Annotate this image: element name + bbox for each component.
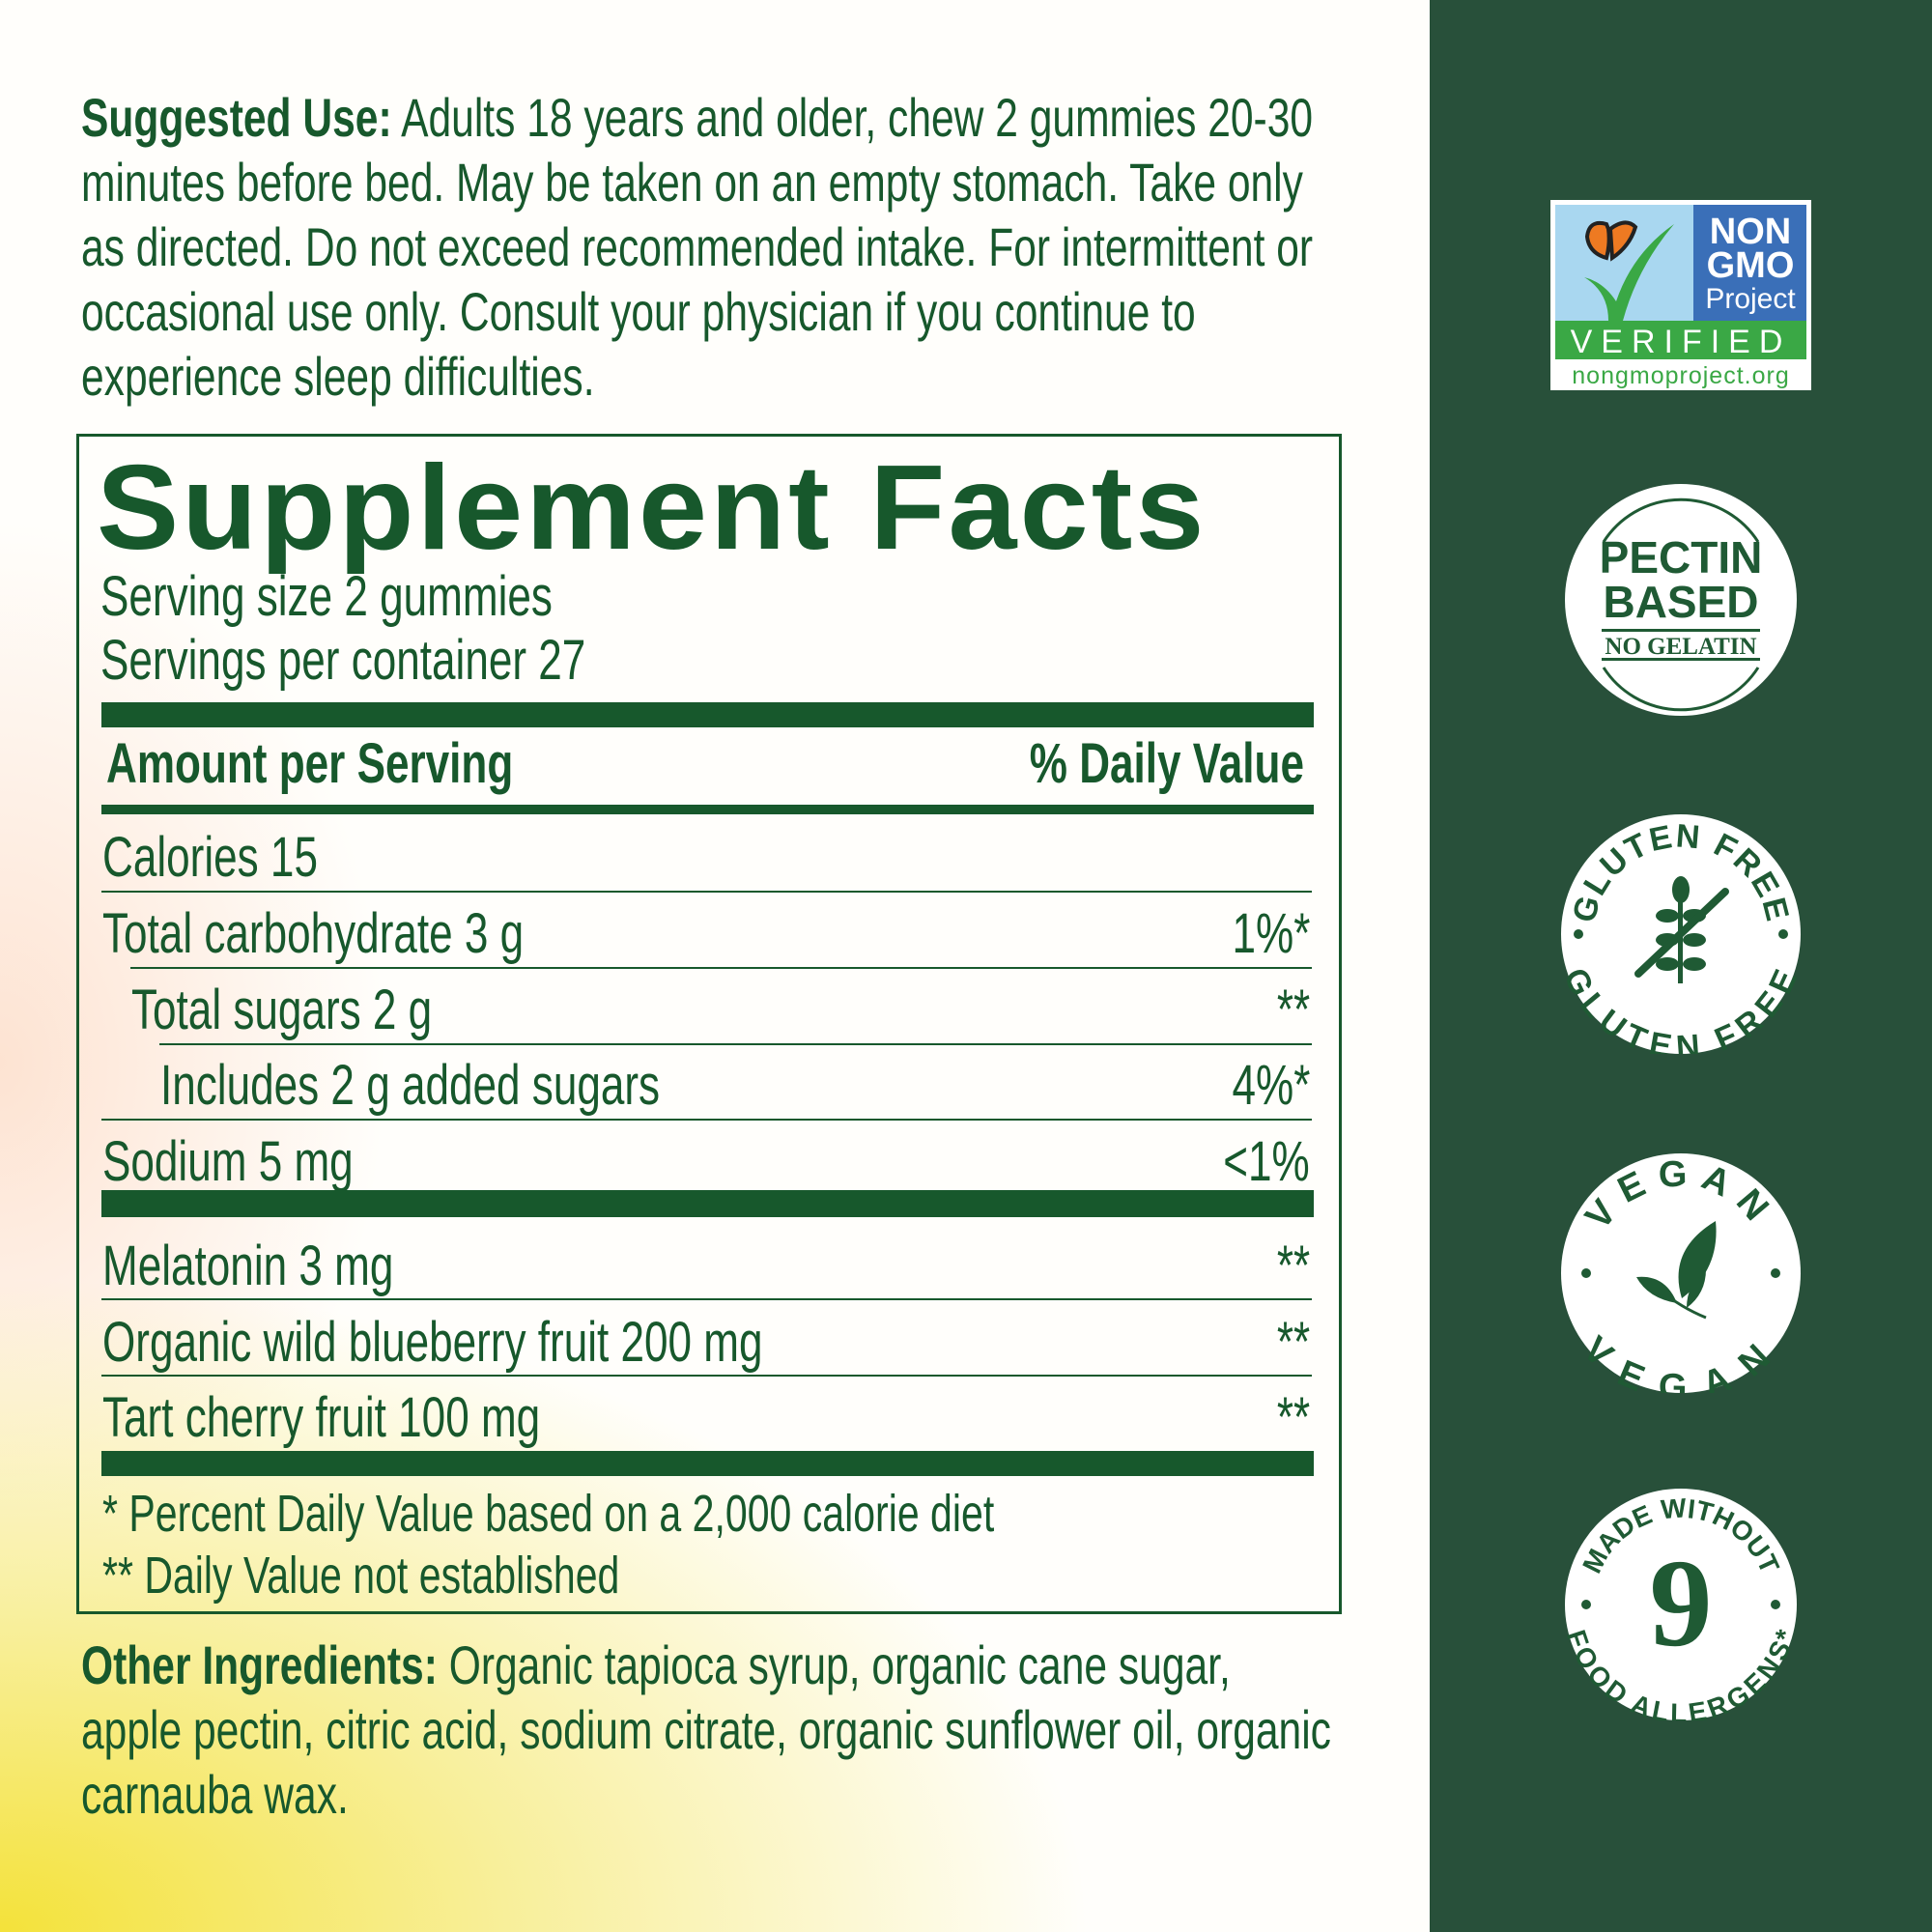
row-divider	[101, 1375, 1312, 1377]
daily-value: **	[1276, 1311, 1310, 1374]
suggested-use-line: occasional use only. Consult your physic…	[81, 281, 1196, 342]
wheat-crossed-icon	[1634, 876, 1729, 983]
servings-per-container: Servings per container 27	[100, 629, 586, 692]
non-gmo-verified-badge: NON GMO Project VERIFIED nongmoproject.o…	[1550, 200, 1811, 390]
footnote: ** Daily Value not established	[102, 1547, 620, 1605]
checkmark-icon	[1584, 224, 1674, 321]
facts-row: Calories 15	[102, 826, 1310, 890]
svg-text:BASED: BASED	[1603, 577, 1758, 627]
nutrient-label: Total carbohydrate 3 g	[102, 902, 525, 965]
facts-row: Total sugars 2 g **	[102, 979, 1310, 1042]
suggested-use-label: Suggested Use:	[81, 87, 392, 148]
vegan-badge: VEGAN VEGAN	[1561, 1153, 1801, 1393]
allergen-free-badge: MADE WITHOUT FOOD ALLERGENS* 9	[1565, 1489, 1797, 1720]
row-divider	[101, 1298, 1312, 1300]
supplement-facts-title: Supplement Facts	[97, 441, 1208, 575]
footnote: * Percent Daily Value based on a 2,000 c…	[102, 1485, 995, 1543]
nongmo-text: GMO	[1707, 245, 1795, 286]
leaf-icon	[1636, 1221, 1717, 1320]
row-divider	[130, 967, 1312, 969]
gluten-free-badge: GLUTEN FREE GLUTEN FREE	[1561, 814, 1801, 1054]
facts-row: Total carbohydrate 3 g 1%*	[102, 902, 1310, 966]
thick-divider	[101, 702, 1314, 727]
ingredients-line: apple pectin, citric acid, sodium citrat…	[81, 1699, 1331, 1760]
nongmo-url: nongmoproject.org	[1572, 362, 1789, 389]
row-divider	[159, 1043, 1312, 1045]
label-panel	[0, 0, 1430, 1932]
daily-value: <1%	[1223, 1130, 1310, 1193]
suggested-use-line: minutes before bed. May be taken on an e…	[81, 152, 1303, 213]
other-ingredients-label: Other Ingredients:	[81, 1634, 438, 1695]
serving-size: Serving size 2 gummies	[100, 565, 553, 628]
nutrient-label: Includes 2 g added sugars	[160, 1054, 661, 1117]
nutrient-label: Total sugars 2 g	[131, 979, 433, 1041]
facts-row: Organic wild blueberry fruit 200 mg **	[102, 1311, 1310, 1375]
daily-value: **	[1276, 1235, 1310, 1297]
suggested-use: Suggested Use: Adults 18 years and older…	[81, 85, 1702, 409]
svg-text:9: 9	[1650, 1534, 1713, 1673]
nutrient-label: Melatonin 3 mg	[102, 1235, 394, 1297]
daily-value-header: % Daily Value	[1029, 732, 1304, 795]
thick-divider	[101, 1451, 1314, 1476]
amount-per-serving-header: Amount per Serving	[106, 732, 514, 795]
daily-value: 4%*	[1232, 1054, 1310, 1117]
row-divider	[101, 1119, 1312, 1121]
daily-value: **	[1276, 1386, 1310, 1449]
nutrient-label: Tart cherry fruit 100 mg	[102, 1386, 541, 1449]
facts-row: Sodium 5 mg <1%	[102, 1130, 1310, 1194]
butterfly-icon	[1584, 220, 1638, 262]
suggested-use-line: as directed. Do not exceed recommended i…	[81, 216, 1314, 277]
facts-row: Tart cherry fruit 100 mg **	[102, 1386, 1310, 1450]
thick-divider	[101, 1190, 1314, 1217]
supplement-facts-panel	[76, 434, 1342, 1614]
facts-row: Melatonin 3 mg **	[102, 1235, 1310, 1298]
svg-text:NO GELATIN: NO GELATIN	[1605, 634, 1756, 660]
facts-row: Includes 2 g added sugars 4%*	[102, 1054, 1310, 1118]
daily-value: **	[1276, 979, 1310, 1041]
nutrient-label: Sodium 5 mg	[102, 1130, 354, 1193]
nutrient-label: Calories 15	[102, 826, 318, 889]
suggested-use-line: Adults 18 years and older, chew 2 gummie…	[401, 87, 1314, 148]
ingredients-line: carnauba wax.	[81, 1764, 349, 1825]
verified-text: VERIFIED	[1571, 324, 1792, 360]
suggested-use-line: experience sleep difficulties.	[81, 346, 595, 407]
other-ingredients: Other Ingredients: Organic tapioca syrup…	[81, 1633, 1726, 1827]
nongmo-text: NON	[1710, 212, 1791, 252]
nutrient-label: Organic wild blueberry fruit 200 mg	[102, 1311, 763, 1374]
daily-value: 1%*	[1232, 902, 1310, 965]
svg-text:PECTIN: PECTIN	[1600, 532, 1763, 582]
medium-divider	[101, 805, 1314, 814]
nongmo-text: Project	[1705, 283, 1796, 315]
ingredients-line: Organic tapioca syrup, organic cane suga…	[448, 1634, 1231, 1695]
pectin-based-badge: PECTIN BASED NO GELATIN	[1565, 484, 1797, 716]
row-divider	[101, 891, 1312, 893]
